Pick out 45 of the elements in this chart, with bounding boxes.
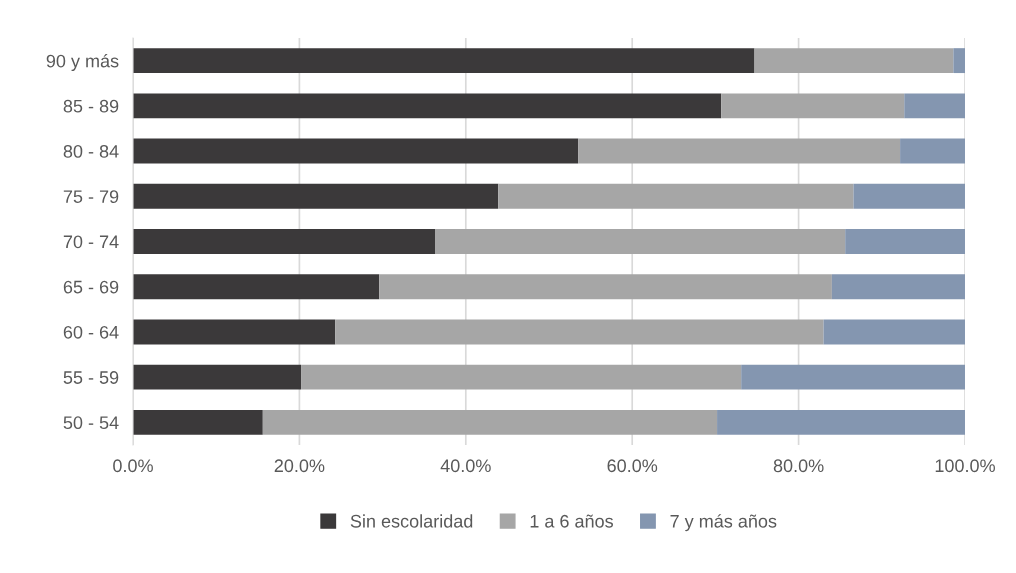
x-tick-label: 60.0% (607, 459, 658, 473)
x-tick-label: 40.0% (440, 459, 491, 473)
bar (823, 319, 965, 345)
legend-label: 1 a 6 años (530, 514, 613, 528)
y-tick-label: 55 - 59 (63, 371, 119, 384)
bar (953, 48, 965, 74)
bar (717, 409, 965, 435)
x-tick-label: 100.0% (935, 459, 995, 473)
bar (133, 93, 722, 119)
bar (498, 183, 854, 209)
y-tick-label: 75 - 79 (63, 190, 119, 203)
bar (578, 138, 901, 164)
y-tick-label: 90 y más (46, 53, 119, 72)
y-tick-label: 85 - 89 (63, 99, 119, 113)
bar (301, 364, 742, 390)
y-tick-label: 65 - 69 (63, 280, 119, 294)
y-tick-label: 70 - 74 (63, 235, 119, 249)
bar (741, 364, 965, 390)
x-tick-label: 80.0% (773, 459, 824, 473)
bar (900, 138, 965, 164)
bar (904, 93, 965, 119)
x-tick-label: 20.0% (274, 459, 325, 473)
legend-label: 7 y más años (670, 514, 777, 532)
y-tick-label: 60 - 64 (63, 325, 119, 339)
bar (133, 364, 302, 390)
bar (379, 274, 832, 300)
bar (133, 229, 436, 254)
bar (335, 319, 824, 345)
bar (133, 409, 263, 435)
bar (435, 229, 846, 254)
bar (262, 409, 718, 435)
bar (721, 93, 905, 119)
bar (133, 274, 380, 300)
legend-label: Sin escolaridad (350, 514, 473, 528)
bar (133, 48, 755, 74)
bar (853, 183, 965, 209)
x-tick-label: 0.0% (113, 459, 153, 473)
bar (133, 319, 336, 345)
bar (831, 274, 965, 300)
bar (845, 229, 965, 254)
bar (133, 183, 499, 209)
bar (133, 138, 579, 164)
y-tick-label: 50 - 54 (63, 416, 119, 430)
bar (754, 48, 954, 74)
y-tick-label: 80 - 84 (63, 144, 119, 158)
